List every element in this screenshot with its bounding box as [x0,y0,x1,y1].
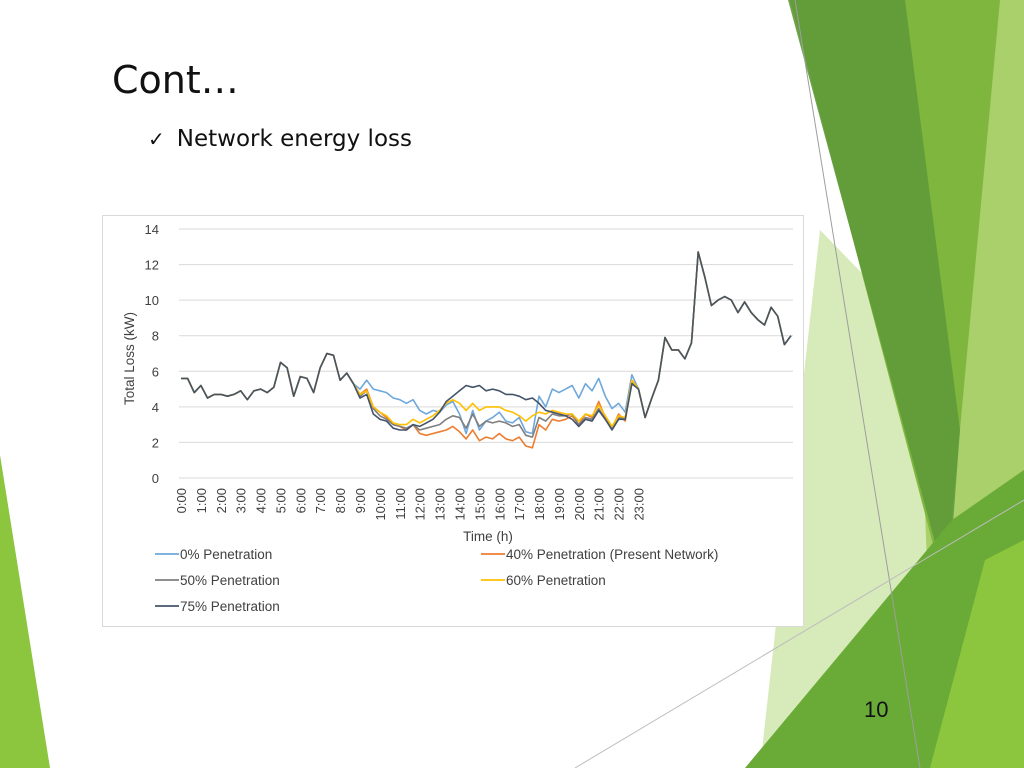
x-tick-label: 3:00 [234,488,249,513]
x-tick-label: 22:00 [612,488,627,521]
x-tick-label: 13:00 [433,488,448,521]
y-tick-label: 10 [145,293,159,308]
x-tick-label: 6:00 [293,488,308,513]
x-tick-label: 10:00 [373,488,388,521]
left-green-panel [0,455,50,768]
x-tick-label: 23:00 [632,488,647,521]
x-tick-label: 19:00 [552,488,567,521]
y-tick-label: 6 [152,364,159,379]
line-chart: 0 2 4 6 8 10 12 14 0:00 1:00 2:00 3:00 4:00 5:00 6:00 7… [122,222,793,614]
legend-label: 0% Penetration [180,547,272,562]
x-tick-label: 15:00 [472,488,487,521]
y-tick-label: 12 [145,258,159,273]
x-tick-label: 7:00 [313,488,328,513]
y-axis-title: Total Loss (kW) [122,312,137,405]
x-tick-label: 11:00 [393,488,408,520]
x-tick-label: 0:00 [174,488,189,513]
x-tick-label: 8:00 [333,488,348,513]
x-tick-label: 14:00 [452,488,467,521]
decor-thin-line-2 [574,499,1024,768]
right-green-panel-edge [930,540,1024,768]
x-tick-label: 17:00 [512,488,527,521]
series-line-2 [181,251,792,438]
y-tick-label: 0 [152,471,159,486]
legend-label: 60% Penetration [506,573,606,588]
x-tick-label: 16:00 [492,488,507,521]
x-tick-label: 1:00 [194,488,209,513]
bullet-item: ✓ Network energy loss [148,126,412,152]
legend-label: 50% Penetration [180,573,280,588]
series-line-3 [181,251,792,428]
x-tick-label: 12:00 [413,488,428,521]
y-tick-label: 2 [152,435,159,450]
x-tick-label: 18:00 [532,488,547,521]
y-tick-label: 14 [145,222,159,237]
x-tick-label: 9:00 [353,488,368,513]
x-tick-label: 5:00 [273,488,288,513]
legend-label: 75% Penetration [180,599,280,614]
page-number: 10 [864,697,889,722]
x-tick-label: 4:00 [254,488,269,513]
x-tick-label: 20:00 [572,488,587,521]
y-tick-label: 8 [152,329,159,344]
series-line-4 [181,251,792,431]
chart-container: 0 2 4 6 8 10 12 14 0:00 1:00 2:00 3:00 4:00 5:00 6:00 7… [102,215,804,627]
series-line-1 [181,251,792,449]
right-green-panel-dark [788,0,960,590]
checkmark-icon: ✓ [148,127,165,151]
x-tick-label: 2:00 [214,488,229,513]
x-axis-title: Time (h) [463,529,513,544]
x-tick-label: 21:00 [592,488,607,521]
decor-thin-line [794,0,921,768]
bullet-text: Network energy loss [176,126,412,152]
y-tick-label: 4 [152,400,159,415]
slide-title: Cont… [112,58,239,102]
legend-label: 40% Penetration (Present Network) [506,547,718,562]
